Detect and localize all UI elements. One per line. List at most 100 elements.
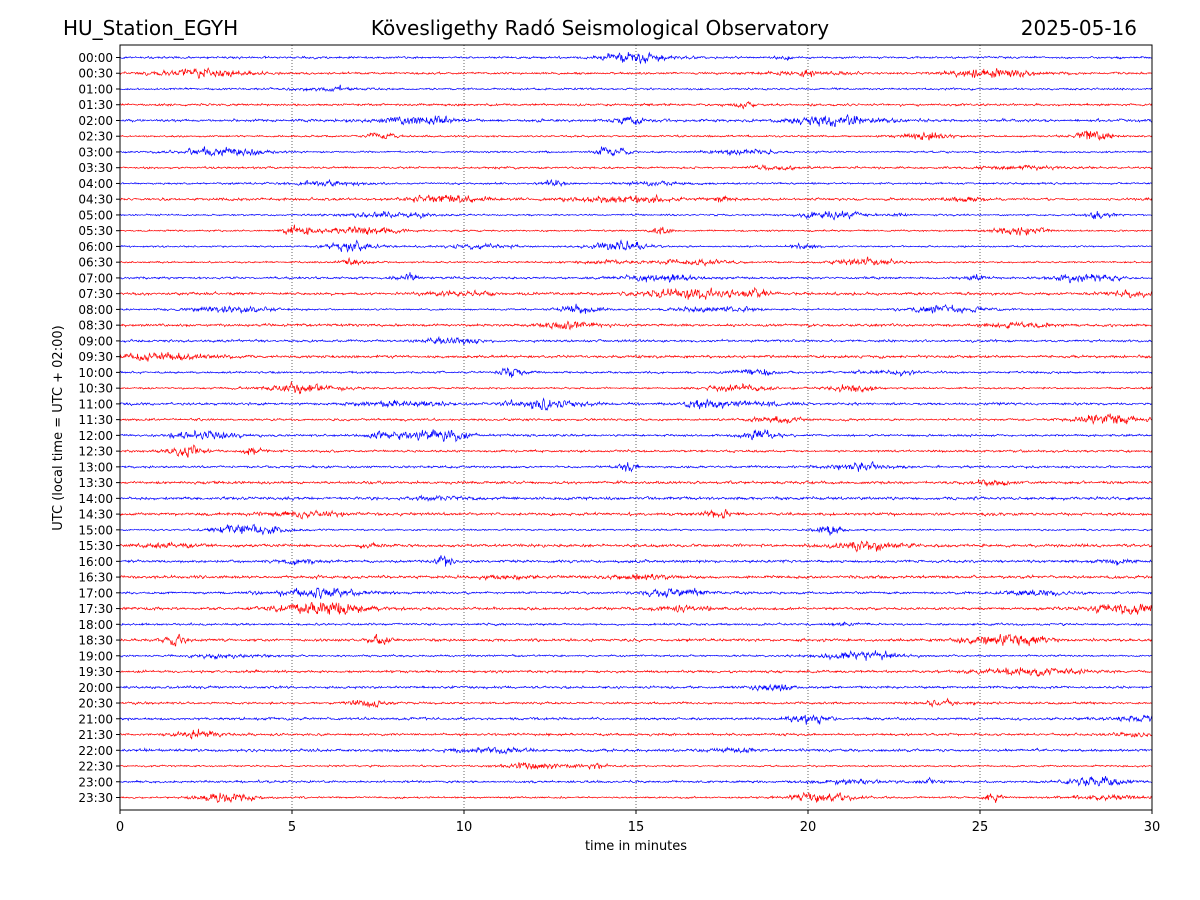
- y-tick-label: 02:30: [78, 130, 113, 144]
- trace-0230: [119, 129, 1153, 142]
- y-tick-label: 12:30: [78, 445, 113, 459]
- trace-1330: [119, 479, 1153, 487]
- y-tick-label: 19:00: [78, 649, 113, 663]
- trace-2030: [119, 697, 1153, 709]
- trace-0500: [119, 210, 1153, 221]
- y-tick-label: 06:30: [78, 256, 113, 270]
- x-tick-label: 30: [1144, 820, 1161, 835]
- y-tick-label: 15:30: [78, 539, 113, 553]
- y-tick-label: 12:00: [78, 429, 113, 443]
- y-tick-label: 05:30: [78, 224, 113, 238]
- chart-date: 2025-05-16: [1020, 16, 1137, 40]
- trace-0030: [119, 67, 1153, 80]
- y-tick-label: 22:00: [78, 744, 113, 758]
- y-tick-label: 16:30: [78, 571, 113, 585]
- trace-0200: [119, 114, 1153, 127]
- trace-1100: [119, 397, 1153, 411]
- trace-0930: [119, 351, 1153, 362]
- x-tick-label: 15: [628, 820, 645, 835]
- trace-1230: [119, 444, 1153, 458]
- y-tick-label: 05:00: [78, 208, 113, 222]
- trace-0900: [119, 335, 1153, 346]
- y-tick-label: 10:30: [78, 382, 113, 396]
- y-tick-label: 01:30: [78, 98, 113, 112]
- trace-0830: [119, 320, 1153, 331]
- trace-1000: [119, 366, 1153, 378]
- trace-0600: [119, 239, 1153, 253]
- y-tick-label: 00:30: [78, 67, 113, 81]
- y-tick-label: 18:00: [78, 618, 113, 632]
- trace-1900: [119, 649, 1153, 661]
- trace-1130: [119, 413, 1153, 425]
- y-tick-label: 15:00: [78, 523, 113, 537]
- trace-0430: [119, 193, 1153, 204]
- x-tick-label: 20: [800, 820, 817, 835]
- station-label: HU_Station_EGYH: [63, 16, 239, 40]
- grid-lines: [291, 45, 981, 810]
- trace-1600: [120, 555, 1153, 567]
- y-tick-label: 17:30: [78, 602, 113, 616]
- x-tick-label: 25: [972, 820, 989, 835]
- y-tick-label: 08:30: [78, 319, 113, 333]
- trace-1830: [119, 633, 1153, 647]
- y-tick-label: 07:00: [78, 271, 113, 285]
- trace-0330: [119, 164, 1153, 172]
- trace-0700: [119, 272, 1153, 284]
- trace-2130: [119, 728, 1153, 740]
- trace-2330: [119, 791, 1153, 804]
- trace-0300: [120, 145, 1153, 157]
- x-axis-ticks: 0 5 10 15 20 25 30: [116, 810, 1160, 835]
- y-tick-label: 11:30: [78, 413, 113, 427]
- trace-1300: [119, 461, 1153, 473]
- y-axis-label: UTC (local time = UTC + 02:00): [51, 325, 66, 530]
- y-tick-label: 14:30: [78, 508, 113, 522]
- trace-0130: [119, 101, 1153, 110]
- x-tick-label: 5: [288, 820, 296, 835]
- y-tick-label: 03:30: [78, 161, 113, 175]
- y-tick-label: 20:30: [78, 697, 113, 711]
- y-tick-label: 23:30: [78, 791, 113, 805]
- trace-2230: [119, 761, 1153, 770]
- y-tick-label: 16:00: [78, 555, 113, 569]
- x-tick-label: 0: [116, 820, 124, 835]
- y-tick-label: 21:00: [78, 712, 113, 726]
- y-tick-label: 06:00: [78, 240, 113, 254]
- y-tick-label: 13:00: [78, 460, 113, 474]
- trace-1700: [119, 587, 1153, 599]
- y-tick-label: 13:30: [78, 476, 113, 490]
- y-tick-label: 08:00: [78, 303, 113, 317]
- trace-0800: [120, 303, 1153, 315]
- trace-0530: [119, 224, 1153, 236]
- y-tick-label: 11:00: [78, 397, 113, 411]
- trace-1030: [119, 380, 1153, 395]
- trace-1200: [119, 428, 1153, 443]
- trace-1730: [119, 602, 1153, 615]
- trace-0630: [119, 256, 1153, 267]
- trace-1430: [119, 508, 1153, 520]
- trace-0100: [119, 84, 1153, 92]
- y-tick-label: 10:00: [78, 366, 113, 380]
- y-tick-label: 09:30: [78, 350, 113, 364]
- y-tick-label: 17:00: [78, 586, 113, 600]
- seismic-traces: [119, 51, 1153, 804]
- x-axis-label: time in minutes: [585, 839, 687, 854]
- trace-1400: [119, 494, 1153, 503]
- y-tick-label: 18:30: [78, 634, 113, 648]
- trace-1930: [119, 667, 1153, 677]
- y-tick-label: 02:00: [78, 114, 113, 128]
- y-tick-label: 19:30: [78, 665, 113, 679]
- x-tick-label: 10: [456, 820, 473, 835]
- trace-0730: [119, 286, 1153, 300]
- trace-1630: [119, 573, 1153, 581]
- y-tick-label: 04:30: [78, 193, 113, 207]
- trace-0000: [119, 51, 1153, 65]
- y-tick-label: 01:00: [78, 82, 113, 96]
- trace-1500: [119, 523, 1153, 536]
- y-tick-label: 14:00: [78, 492, 113, 506]
- y-tick-label: 00:00: [78, 51, 113, 65]
- trace-1800: [119, 621, 1153, 627]
- trace-0400: [119, 178, 1153, 187]
